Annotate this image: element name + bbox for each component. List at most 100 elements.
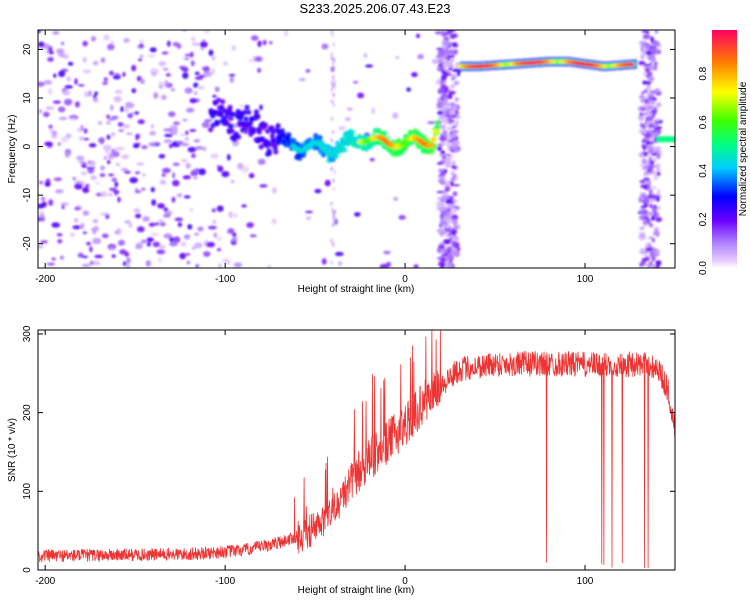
spectrogram-blob: [444, 182, 448, 186]
spectrogram-blob: [655, 146, 661, 152]
spectrogram-blob: [156, 249, 166, 255]
spectrogram-blob: [106, 114, 111, 119]
spectrogram-blob: [83, 128, 88, 134]
y-tick-label: 200: [22, 404, 33, 421]
spectrogram-blob: [127, 113, 133, 119]
spectrogram-blob: [147, 54, 156, 58]
spectrogram-blob: [416, 33, 420, 39]
colorbar-tick-label: 0.6: [698, 115, 709, 129]
spectrogram-blob: [649, 137, 654, 142]
spectrogram-blob: [107, 43, 115, 51]
spectrogram-blob: [117, 196, 121, 203]
ridge-hot: [626, 62, 635, 67]
spectrogram-blob: [69, 232, 75, 238]
spectrogram-blob: [452, 184, 460, 187]
spectrogram-blob: [189, 129, 197, 132]
spectrogram-blob: [440, 179, 446, 186]
spectrogram-blob: [451, 140, 460, 147]
spectrogram-blob: [442, 40, 451, 46]
spectrogram-blob: [110, 104, 114, 111]
spectrogram-blob: [648, 223, 654, 228]
spectrogram-blob: [445, 153, 451, 157]
spectrogram-blob: [298, 78, 306, 82]
spectrogram-blob: [214, 86, 220, 93]
spectrogram-blob: [269, 41, 273, 45]
spectrogram-blob: [445, 135, 452, 141]
ridge-halo: [256, 129, 262, 135]
spectrogram-blob: [107, 243, 117, 251]
spectrogram-blob: [272, 187, 277, 194]
spectrogram-blob: [640, 123, 647, 129]
spectrogram-blob: [232, 141, 239, 146]
spectrogram-blob: [191, 37, 196, 41]
spectrogram-blob: [443, 80, 447, 84]
spectrogram-blob: [218, 263, 222, 268]
spectrogram-blob: [451, 44, 459, 48]
spectrogram-blob: [305, 210, 313, 214]
y-tick-label: 100: [22, 483, 33, 500]
spectrogram-blob: [654, 30, 658, 34]
spectrogram-blob: [88, 143, 97, 148]
spectrogram-blob: [436, 228, 444, 233]
spectrogram-blob: [191, 246, 197, 250]
spectrogram-blob: [172, 172, 176, 179]
spectrogram-blob: [94, 225, 99, 231]
spectrogram-blob: [213, 232, 218, 238]
spectrogram-blob: [333, 80, 336, 84]
spectrogram-blob: [645, 140, 650, 146]
spectrogram-blob: [330, 238, 333, 243]
spectrogram-blob: [447, 246, 452, 251]
snr-y-axis-label: SNR (10 * v/v): [7, 418, 18, 482]
x-tick-label: 0: [402, 576, 408, 587]
spectrogram-blob: [226, 154, 231, 161]
ridge-halo: [208, 127, 214, 133]
spectrogram-blob: [69, 117, 77, 120]
spectrogram-blob: [334, 251, 344, 257]
ridge-halo: [434, 120, 440, 126]
spectrogram-blob: [651, 238, 655, 243]
spectrogram-blob: [444, 72, 452, 76]
ridge-halo: [238, 115, 244, 121]
spectrogram-blob: [231, 45, 236, 51]
spectrogram-blob: [105, 120, 111, 125]
spectrogram-blob: [645, 246, 653, 252]
spectrogram-blob: [438, 173, 447, 177]
spectrogram-blob: [330, 56, 333, 61]
spectrogram-blob: [185, 162, 191, 169]
spectrogram-blob: [145, 260, 151, 267]
spectrogram-blob: [450, 176, 456, 181]
spectrogram-blob: [193, 176, 198, 180]
spectrogram-blob: [216, 236, 223, 241]
spectrogram-blob: [82, 186, 90, 194]
spectrogram-blob: [99, 212, 109, 216]
spectrogram-blob: [51, 130, 58, 137]
spectrogram-blob: [228, 211, 233, 218]
spectrogram-blob: [449, 109, 456, 116]
spectrogram-blob: [450, 58, 454, 63]
spectrogram-blob: [442, 97, 449, 101]
spectrogram-blob: [38, 81, 45, 87]
spectrogram-blob: [123, 38, 130, 43]
spectrogram-blob: [40, 196, 46, 201]
spectrogram-blob: [246, 222, 254, 228]
spectrogram-blob: [654, 249, 661, 254]
spectrogram-blob: [159, 179, 167, 185]
spectrogram-blob: [437, 146, 442, 151]
spectrogram-blob: [92, 219, 99, 224]
spectrogram-blob: [233, 262, 243, 268]
spectrogram-blob: [187, 146, 197, 153]
spectrogram-blob: [174, 217, 183, 222]
ridge-halo: [247, 120, 254, 126]
spectrogram-blob: [182, 118, 188, 122]
spectrogram-blob: [48, 51, 54, 55]
spectrogram-blob: [202, 146, 207, 152]
spectrogram-blob: [357, 92, 365, 99]
spectrogram-blob: [233, 213, 238, 218]
spectrogram-blob: [643, 216, 649, 219]
spectrogram-blob: [236, 162, 244, 170]
spectrogram-blob: [189, 208, 194, 212]
spectrogram-plot-area: [38, 30, 675, 268]
spectrogram-blob: [178, 65, 187, 69]
spectrogram-blob: [437, 49, 446, 56]
spectrogram-blob: [98, 137, 105, 144]
